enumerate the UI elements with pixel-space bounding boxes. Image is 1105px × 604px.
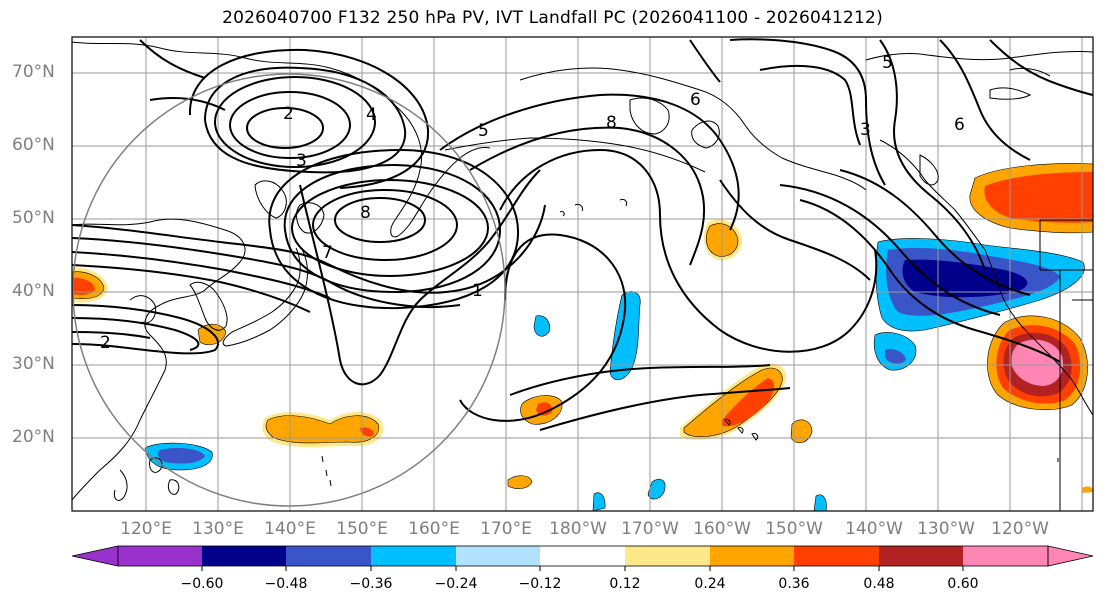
map-title: 2026040700 F132 250 hPa PV, IVT Landfall… bbox=[222, 8, 883, 28]
lon-label: 120°E bbox=[120, 519, 172, 539]
contour-labels: 2 3 4 5 5 6 6 7 8 8 1 2 3 bbox=[100, 53, 965, 353]
lon-label: 170°E bbox=[480, 519, 532, 539]
lon-label: 180°W bbox=[549, 519, 607, 539]
contour-label: 7 bbox=[322, 243, 333, 263]
colorbar-tick-label: 0.24 bbox=[694, 576, 726, 592]
colorbar-segment bbox=[879, 546, 963, 566]
colorbar-segment bbox=[371, 546, 456, 566]
colorbar-segment bbox=[625, 546, 710, 566]
lon-label: 160°W bbox=[693, 519, 751, 539]
map-frame bbox=[71, 36, 1094, 512]
contour-label: 3 bbox=[296, 151, 307, 171]
colorbar-tick-label: −0.24 bbox=[434, 576, 478, 592]
colorbar-tick-label: 0.12 bbox=[609, 576, 641, 592]
colorbar-segment bbox=[202, 546, 286, 566]
lon-label: 120°W bbox=[991, 519, 1049, 539]
colorbar-segment bbox=[456, 546, 540, 566]
lon-label: 140°E bbox=[264, 519, 316, 539]
contour-label: 8 bbox=[360, 203, 371, 223]
contour-label: 2 bbox=[283, 104, 294, 124]
range-circle bbox=[72, 73, 506, 507]
lon-label: 140°W bbox=[845, 519, 903, 539]
contour-label: 4 bbox=[366, 105, 377, 125]
lon-label: 130°W bbox=[917, 519, 975, 539]
colorbar-tick-label: −0.60 bbox=[180, 576, 224, 592]
pv-contours bbox=[72, 38, 1093, 431]
contour-label: 5 bbox=[478, 121, 489, 141]
colorbar-tick-label: 0.36 bbox=[778, 576, 810, 592]
contour-label: 8 bbox=[606, 113, 617, 133]
lon-label: 150°W bbox=[765, 519, 823, 539]
lon-label: 160°E bbox=[408, 519, 460, 539]
coastlines bbox=[72, 41, 1093, 511]
colorbar-min-arrow bbox=[71, 545, 119, 567]
lat-label: 20°N bbox=[12, 427, 55, 447]
colorbar-segment bbox=[540, 546, 625, 566]
contour-label: 6 bbox=[954, 115, 965, 135]
colorbar-tick-label: −0.12 bbox=[518, 576, 562, 592]
colorbar-max-arrow bbox=[1047, 545, 1094, 567]
contour-label: 6 bbox=[690, 90, 701, 110]
lon-label: 130°E bbox=[192, 519, 244, 539]
contour-label: 1 bbox=[472, 281, 483, 301]
lat-label: 50°N bbox=[12, 208, 55, 228]
contour-label: 5 bbox=[882, 53, 893, 73]
graticule bbox=[72, 37, 1093, 511]
colorbar-tick-label: 0.48 bbox=[863, 576, 895, 592]
contour-label: 2 bbox=[100, 333, 111, 353]
colorbar-segment bbox=[710, 546, 794, 566]
lon-label: 150°E bbox=[336, 519, 388, 539]
colorbar-segment bbox=[286, 546, 371, 566]
contour-label: 3 bbox=[860, 120, 871, 140]
colorbar-tick-label: −0.48 bbox=[264, 576, 308, 592]
colorbar-segment bbox=[794, 546, 879, 566]
lat-label: 30°N bbox=[12, 354, 55, 374]
lat-label: 40°N bbox=[12, 281, 55, 301]
positive-anomaly-regions bbox=[72, 163, 1093, 493]
lon-label: 170°W bbox=[621, 519, 679, 539]
colorbar-tick-label: 0.60 bbox=[947, 576, 979, 592]
colorbar-segment bbox=[963, 546, 1048, 566]
colorbar bbox=[71, 545, 1094, 571]
lat-label: 70°N bbox=[12, 62, 55, 82]
colorbar-segment bbox=[118, 546, 202, 566]
lat-label: 60°N bbox=[12, 135, 55, 155]
colorbar-tick-label: −0.36 bbox=[349, 576, 393, 592]
